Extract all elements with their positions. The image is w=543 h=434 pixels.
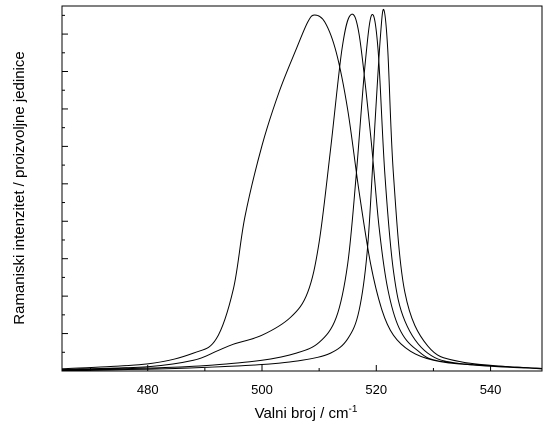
x-tick-label: 480 (137, 382, 159, 397)
series-group (61, 9, 543, 371)
axis-ticks (62, 14, 492, 372)
y-axis-title: Ramaniski intenzitet / proizvoljne jedin… (11, 51, 28, 324)
x-tick-label: 520 (365, 382, 387, 397)
x-tick-label: 540 (480, 382, 502, 397)
x-tick-label: 500 (251, 382, 273, 397)
spectrum-line-1 (61, 14, 543, 370)
spectrum-line-4 (61, 9, 543, 371)
spectrum-line-2 (61, 13, 543, 371)
plot-frame (61, 5, 543, 372)
x-tick-labels: 480 500 520 540 (137, 382, 502, 397)
x-axis-title: Valni broj / cm-1 (255, 404, 358, 422)
spectrum-line-3 (61, 13, 543, 371)
